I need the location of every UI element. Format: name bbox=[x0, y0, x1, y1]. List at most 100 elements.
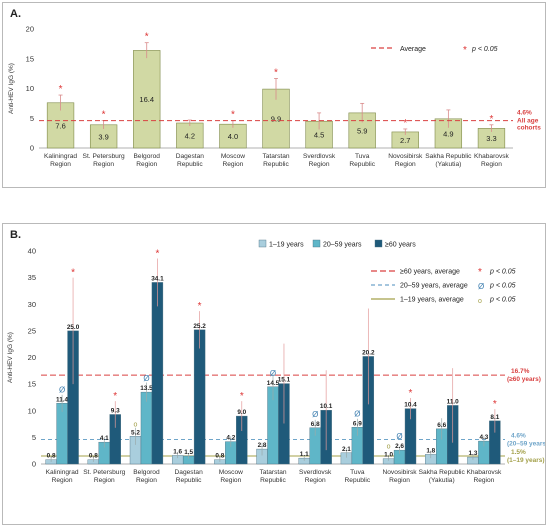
legend-series-label: 20–59 years bbox=[323, 242, 362, 249]
legend-average-label: ≥60 years, average bbox=[400, 269, 460, 276]
bar-value-label: 9.9 bbox=[271, 115, 281, 124]
legend-significance-marker: Ø bbox=[478, 282, 484, 291]
legend-series-label: ≥60 years bbox=[385, 242, 416, 249]
x-category-label: Kaliningrad Region bbox=[46, 469, 79, 484]
significance-asterisk: * bbox=[409, 388, 413, 399]
bar-value-label: 14.5 bbox=[267, 380, 280, 387]
panel-label: A. bbox=[10, 8, 21, 20]
bar-value-label: 5.2 bbox=[131, 429, 140, 436]
significance-oslash: Ø bbox=[396, 432, 402, 441]
significance-asterisk: * bbox=[71, 268, 75, 279]
significance-oslash: Ø bbox=[59, 385, 65, 394]
y-tick-label: 40 bbox=[28, 247, 36, 256]
bar-value-label: 4.3 bbox=[479, 434, 488, 441]
legend-significance-marker: o bbox=[478, 298, 482, 305]
bar bbox=[193, 329, 206, 465]
significance-circle: o bbox=[387, 444, 391, 451]
bar-value-label: 1.5 bbox=[184, 449, 193, 456]
bar-value-label: 1.3 bbox=[468, 450, 477, 457]
bar-value-label: 11.4 bbox=[56, 396, 69, 403]
bar-value-label: 4.5 bbox=[314, 131, 324, 140]
legend-significance-marker: * bbox=[478, 267, 482, 278]
bar-value-label: 4.9 bbox=[443, 129, 453, 138]
y-tick-label: 0 bbox=[30, 144, 34, 153]
bar bbox=[56, 403, 68, 465]
bar-value-label: 10.1 bbox=[320, 403, 333, 410]
bar-value-label: 0.8 bbox=[215, 453, 224, 460]
legend-significance-label: p < 0.05 bbox=[489, 269, 516, 276]
bar-value-label: 8.1 bbox=[490, 414, 499, 421]
bar-value-label: 9.3 bbox=[111, 407, 120, 414]
legend-swatch bbox=[374, 239, 383, 248]
bar-value-label: 3.9 bbox=[98, 132, 108, 141]
average-value-label: 1.5% bbox=[511, 449, 526, 456]
significance-asterisk: * bbox=[231, 110, 235, 121]
y-tick-label: 25 bbox=[28, 326, 36, 335]
panel-label: B. bbox=[10, 229, 21, 241]
legend-swatch bbox=[258, 239, 267, 248]
x-category-label: Khabarovsk Region bbox=[466, 469, 502, 484]
significance-asterisk: * bbox=[493, 399, 497, 410]
average-value-label: 4.6% bbox=[511, 433, 526, 440]
bar-value-label: 2.6 bbox=[395, 443, 404, 450]
x-category-label: Sakha Republic (Yakutia) bbox=[425, 153, 472, 168]
bar-value-label: 1.0 bbox=[384, 452, 393, 459]
bar bbox=[140, 391, 153, 465]
legend-average-label: 1–19 years, average bbox=[400, 297, 464, 304]
bar-value-label: 6.8 bbox=[311, 421, 320, 428]
bar-value-label: 13.5 bbox=[140, 385, 153, 392]
bar-value-label: 15.1 bbox=[278, 377, 291, 384]
y-tick-label: 0 bbox=[32, 460, 36, 469]
bar-value-label: 3.3 bbox=[486, 134, 496, 143]
bar-value-label: 1.1 bbox=[300, 451, 309, 458]
x-category-label: Belgorod Region bbox=[133, 469, 160, 484]
chart-a: A. Anti-HEV IgG (%) 0 5 10 15 20 7.6 * Kaliningra… bbox=[8, 8, 541, 168]
bar-value-label: 1.6 bbox=[173, 448, 182, 455]
significance-asterisk: * bbox=[240, 391, 244, 402]
bar-value-label: 7.6 bbox=[55, 121, 65, 130]
significance-asterisk: * bbox=[102, 110, 106, 121]
legend-swatch bbox=[312, 239, 321, 248]
legend-significance-label: p < 0.05 bbox=[489, 297, 516, 304]
y-tick-label: 10 bbox=[26, 84, 34, 93]
significance-asterisk: * bbox=[145, 32, 149, 43]
bar-value-label: 0.8 bbox=[89, 453, 98, 460]
average-sublabel: (1–19 years) bbox=[507, 457, 545, 464]
average-value-label: 16.7% bbox=[511, 368, 530, 375]
y-tick-label: 10 bbox=[28, 406, 36, 415]
significance-oslash: Ø bbox=[143, 374, 149, 383]
bar-value-label: 4.0 bbox=[228, 132, 238, 141]
x-category-label: Tuva Republic bbox=[349, 153, 375, 168]
significance-asterisk: * bbox=[198, 301, 202, 312]
y-tick-label: 5 bbox=[32, 433, 36, 442]
x-category-label: St. Petersburg Region bbox=[83, 153, 125, 168]
bar-value-label: 2.1 bbox=[342, 446, 351, 453]
significance-oslash: Ø bbox=[312, 410, 318, 419]
x-category-label: Belgorod Region bbox=[134, 153, 161, 168]
significance-asterisk: * bbox=[59, 84, 63, 95]
y-axis-label: Anti-HEV IgG (%) bbox=[8, 63, 15, 114]
average-sublabel: (≥60 years) bbox=[507, 376, 541, 383]
y-tick-label: 15 bbox=[28, 380, 36, 389]
y-tick-label: 15 bbox=[26, 54, 34, 63]
bar bbox=[434, 118, 463, 149]
x-category-label: Tatarstan Republic bbox=[262, 153, 289, 168]
significance-asterisk: * bbox=[113, 391, 117, 402]
x-category-label: Dagestan Republic bbox=[176, 153, 205, 168]
significance-asterisk: * bbox=[403, 118, 407, 129]
bar-value-label: 25.2 bbox=[193, 323, 206, 330]
x-category-label: Sakha Republic (Yakutia) bbox=[419, 469, 466, 484]
bar-value-label: 9.0 bbox=[237, 409, 246, 416]
legend-significance-asterisk: * bbox=[463, 45, 467, 56]
x-category-label: Khabarovsk Region bbox=[474, 153, 510, 168]
bar-value-label: 34.1 bbox=[151, 275, 164, 282]
x-category-label: Novosibirsk Region bbox=[383, 469, 418, 484]
legend-significance-label: p < 0.05 bbox=[471, 46, 498, 53]
x-category-label: Novosibirsk Region bbox=[388, 153, 423, 168]
y-tick-label: 35 bbox=[28, 273, 36, 282]
x-category-label: Sverdlovsk Region bbox=[303, 153, 336, 168]
significance-circle: o bbox=[134, 421, 138, 428]
significance-oslash: Ø bbox=[270, 369, 276, 378]
legend-average-label: Average bbox=[400, 46, 426, 53]
average-sublabel: All age cohorts bbox=[517, 118, 541, 132]
